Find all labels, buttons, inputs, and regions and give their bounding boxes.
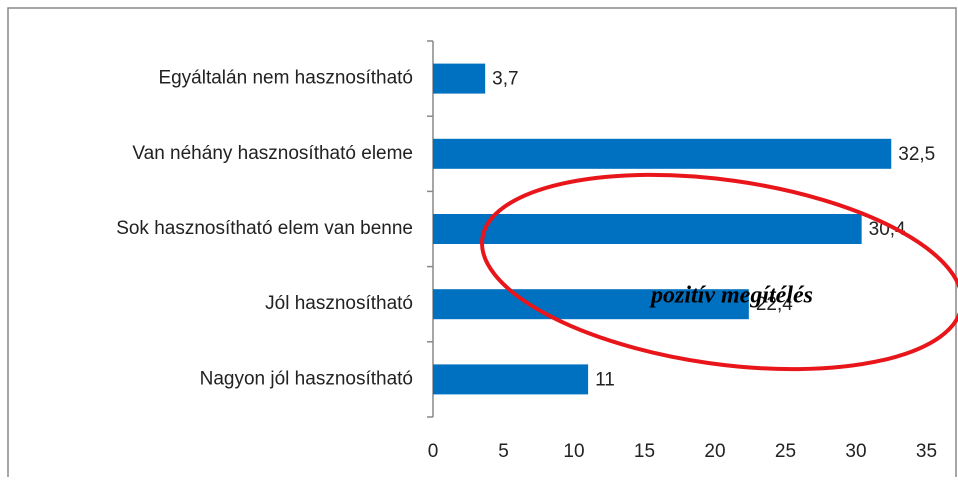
x-tick-label: 10 — [563, 441, 584, 462]
y-tick-label: Nagyon jól hasznosítható — [200, 368, 413, 389]
y-tick-label: Van néhány hasznosítható eleme — [132, 143, 413, 164]
x-tick-label: 0 — [428, 441, 439, 462]
x-tick-label: 5 — [498, 441, 509, 462]
bar — [433, 289, 749, 320]
y-tick-label: Jól hasznosítható — [265, 293, 413, 314]
annotation: pozitív megítélés — [649, 283, 813, 309]
x-tick-label: 15 — [634, 441, 655, 462]
x-tick-label: 35 — [916, 441, 937, 462]
value-label: 32,5 — [898, 144, 935, 165]
y-tick-label: Sok hasznosítható elem van benne — [116, 218, 413, 239]
value-label: 3,7 — [492, 69, 518, 90]
bar — [433, 138, 892, 169]
bar — [433, 63, 486, 94]
value-label: 22,4 — [756, 294, 793, 315]
frame — [7, 7, 957, 477]
x-tick-label: 20 — [704, 441, 725, 462]
x-tick-label: 30 — [845, 441, 866, 462]
bar — [433, 214, 862, 244]
highlight-ellipse — [480, 172, 958, 372]
bar — [433, 364, 589, 395]
value-label: 30,4 — [869, 219, 906, 240]
value-label: 11 — [595, 369, 615, 390]
x-tick-label: 25 — [775, 441, 796, 462]
plot: 0 5 10 15 20 25 30 35 Egyáltalán nem hasznosítha… — [116, 40, 937, 462]
y-tick-label: Egyáltalán nem hasznosítható — [158, 68, 413, 89]
